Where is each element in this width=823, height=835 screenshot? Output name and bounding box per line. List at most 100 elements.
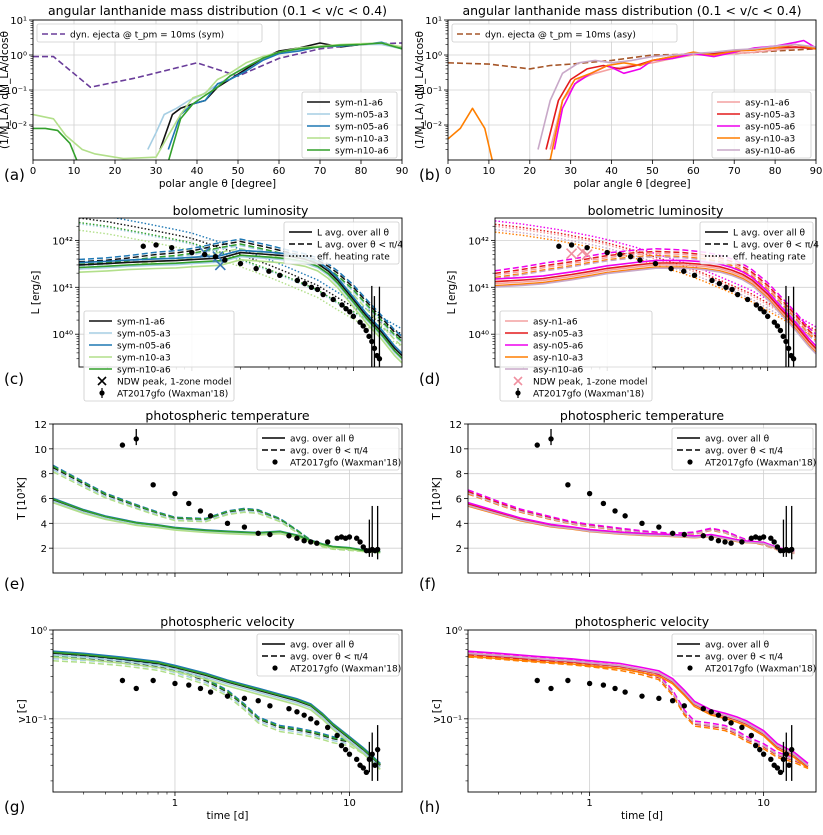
legend-top-right: L avg. over all θ L avg. over θ < π/4 eff.…	[699, 221, 819, 265]
x-tick-label: 70	[728, 166, 741, 177]
y-axis-label: v [c]	[16, 699, 28, 723]
observation-point	[734, 291, 741, 298]
legend-label: NDW peak, 1-zone model	[533, 378, 647, 388]
observation-point	[786, 762, 792, 768]
x-axis-label: time [d]	[621, 810, 663, 822]
observation-point	[224, 520, 231, 527]
all-avg-line-asy-n10-a3	[468, 505, 795, 554]
legend-label: sym-n05-a3	[117, 330, 171, 340]
x-tick-label: 80	[769, 166, 782, 177]
y-tick-label: 10⁰	[10, 51, 27, 62]
observation-point	[255, 530, 261, 536]
panel-title: bolometric luminosity	[173, 203, 309, 218]
observation-point	[308, 539, 314, 545]
cone-avg-line-asy-n10-a3	[468, 656, 809, 770]
observation-point	[785, 345, 792, 352]
observation-point	[360, 765, 366, 771]
observation-point	[652, 260, 659, 267]
tick-labels-b: 0 10 20 30 40 50 60 70 80 90 10⁻² 10⁻¹ 10⁰ 10¹	[420, 16, 822, 177]
observation-point	[780, 333, 786, 340]
observation-point	[372, 762, 378, 768]
observation-point	[212, 253, 219, 260]
observation-point	[708, 535, 714, 541]
panel-g: 1 10 10⁻¹ 10⁰ avg. over all θ avg. over θ < π…	[4, 614, 403, 822]
observation-point	[186, 500, 192, 507]
observation-point	[207, 689, 214, 695]
y-tick-label: 10	[449, 445, 462, 456]
x-tick-label: 80	[355, 166, 368, 177]
observation-point	[739, 724, 745, 731]
plot-area-f	[468, 428, 795, 560]
x-axis-label: time [d]	[207, 810, 249, 822]
panel-title: photospheric temperature	[145, 408, 309, 423]
all-avg-line-asy-n10-a3	[468, 655, 809, 770]
y-tick-label: 10⁰	[425, 51, 442, 62]
observation-point	[612, 685, 618, 692]
panel-letter: (a)	[4, 166, 25, 184]
x-tick-label: 0	[30, 166, 36, 177]
panel-h: 1 10 10⁻¹ 10⁰ avg. over all θ avg. over θ < π…	[419, 614, 817, 822]
legend-label: L avg. over θ < π/4	[317, 241, 403, 251]
observation-point	[241, 524, 248, 530]
all-avg-line-asy-n1-a6	[495, 264, 816, 352]
panel-title: angular lanthanide mass distribution (0.…	[48, 3, 387, 18]
observation-point	[622, 689, 628, 695]
y-tick-label: 10⁴¹	[468, 283, 489, 294]
y-tick-label: 10	[34, 445, 47, 456]
y-tick-label: 10⁴⁰	[52, 330, 73, 341]
observation-point	[366, 756, 373, 763]
legend-top-right: avg. over all θ avg. over θ < π/4 AT2017gf…	[671, 427, 816, 471]
heating-line-asy-n05-a6	[495, 220, 816, 328]
x-tick-label: 30	[564, 166, 577, 177]
observation-point	[353, 756, 360, 763]
y-tick-label: 10⁻¹	[420, 86, 442, 97]
legend-label: eff. heating rate	[733, 253, 806, 263]
observation-point	[753, 302, 760, 308]
observation-point	[777, 769, 784, 775]
plot-area-a	[33, 41, 402, 160]
legend-marker-x	[97, 376, 107, 386]
observation-point	[339, 302, 345, 308]
observation-point	[700, 533, 706, 539]
observation-point	[760, 751, 767, 757]
all-avg-line-asy-n05-a6	[468, 650, 809, 765]
x-tick-label: 10	[68, 166, 81, 177]
x-tick-label: 20	[523, 166, 536, 177]
observation-point	[357, 319, 363, 325]
legend-label: sym-n1-a6	[335, 99, 383, 109]
all-avg-line-sym-n05-a6	[53, 497, 381, 553]
observation-point	[768, 535, 774, 541]
y-tick-label: 10⁴²	[468, 236, 489, 247]
observations-AT2017gfo	[534, 428, 795, 560]
observation-point	[722, 716, 728, 722]
observation-point	[708, 709, 714, 715]
legend-label: eff. heating rate	[317, 253, 390, 263]
observation-point	[600, 682, 607, 688]
legend-box	[301, 91, 398, 159]
legend-box	[671, 633, 814, 677]
all-avg-line-asy-n05-a6	[468, 501, 795, 553]
observation-point	[639, 520, 645, 527]
observation-point	[266, 268, 272, 274]
x-tick-label: 60	[273, 166, 286, 177]
y-tick-label: 10⁴⁰	[468, 330, 489, 341]
legend-top-right: avg. over all θ avg. over θ < π/4 AT2017gf…	[256, 633, 401, 677]
legend-label: asy-n05-a3	[533, 330, 583, 340]
y-axis-label: T [10³K]	[431, 477, 443, 520]
y-tick-label: 12	[34, 420, 47, 431]
observation-point	[748, 732, 755, 739]
observation-point	[153, 242, 159, 248]
observation-point	[752, 742, 759, 749]
observation-point	[656, 695, 662, 702]
observation-point	[357, 539, 363, 545]
observation-point	[771, 539, 777, 545]
observation-point	[140, 243, 146, 249]
legend-box	[36, 23, 263, 43]
observation-point	[761, 309, 767, 315]
observation-point	[150, 482, 156, 488]
legend-label: AT2017gfo (Waxman'18)	[290, 665, 401, 675]
panel-title: photospheric velocity	[575, 614, 710, 629]
tick-labels-h: 1 10 10⁻¹ 10⁰	[440, 626, 770, 809]
